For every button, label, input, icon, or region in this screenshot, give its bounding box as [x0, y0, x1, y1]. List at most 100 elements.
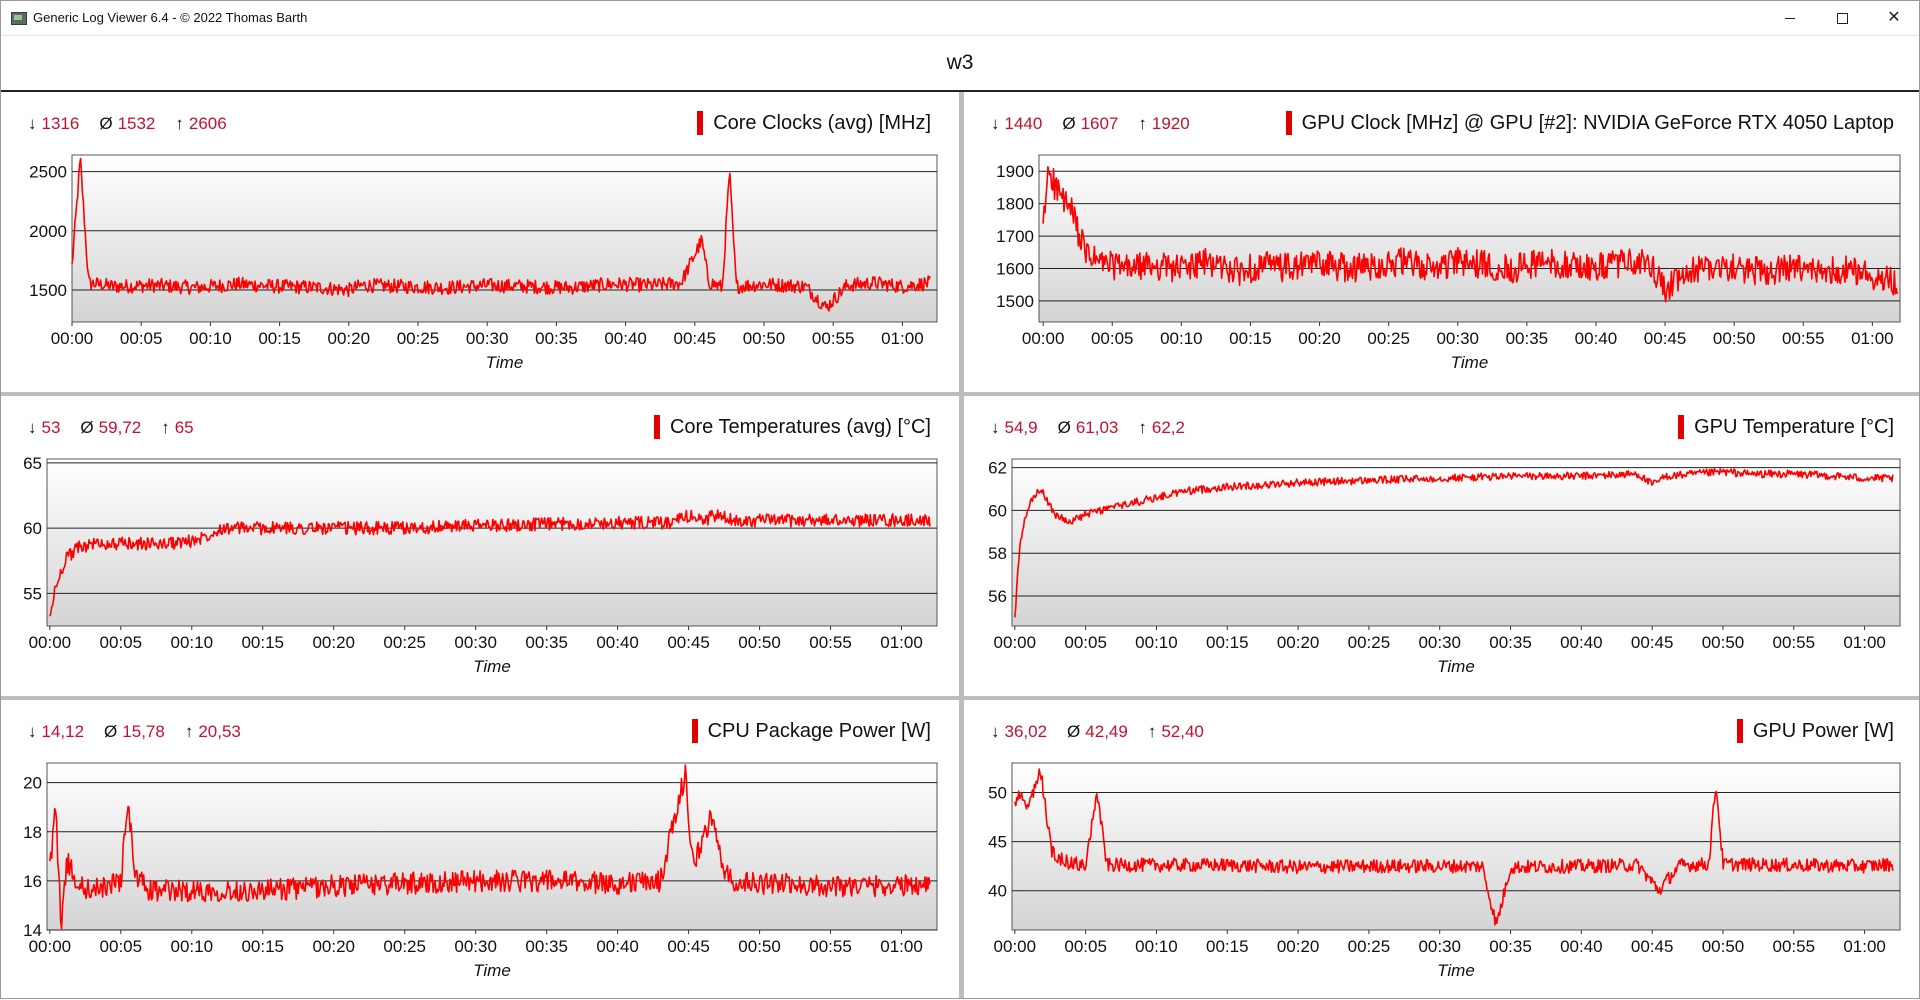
chart-panel: 55 60 65 00:00 00:05 00:10 00:15 00:20 00:25 00:3… — [1, 396, 959, 696]
x-tick-label: 00:25 — [1348, 937, 1391, 956]
chart-title: GPU Clock [MHz] @ GPU [#2]: NVIDIA GeFor… — [1285, 111, 1894, 135]
x-tick-label: 00:50 — [1702, 633, 1745, 652]
y-tick-label: 56 — [988, 587, 1007, 606]
x-tick-label: 00:40 — [1560, 633, 1603, 652]
avg-value: 1607 — [1080, 114, 1119, 133]
stat-min: ↓ 1440 — [991, 114, 1042, 133]
chart-svg: 1500 1600 1700 1800 1900 00:00 00:05 00:10 00:15… — [996, 154, 1901, 372]
max-arrow-icon: ↑ — [161, 418, 170, 437]
panel-divider-horizontal — [1, 696, 1919, 700]
x-tick-label: 00:00 — [29, 937, 72, 956]
x-tick-label: 00:45 — [1631, 633, 1674, 652]
stat-max: ↑ 20,53 — [185, 722, 241, 741]
x-tick-label: 00:20 — [312, 937, 355, 956]
x-tick-label: 00:45 — [667, 937, 710, 956]
stat-avg: Ø 15,78 — [104, 722, 165, 741]
x-tick-label: 00:20 — [1298, 329, 1341, 348]
x-tick-label: 00:55 — [1773, 937, 1816, 956]
chart-svg: 14 16 18 20 00:00 00:05 00:10 00:15 00:20 00:25 00… — [23, 762, 938, 980]
y-tick-label: 1500 — [29, 281, 67, 300]
max-value: 62,2 — [1151, 418, 1185, 437]
max-arrow-icon: ↑ — [1147, 722, 1157, 741]
x-tick-label: 00:10 — [171, 633, 214, 652]
y-tick-label: 1600 — [996, 259, 1034, 278]
x-tick-label: 00:55 — [1773, 633, 1816, 652]
plot-area — [1038, 154, 1901, 323]
x-tick-label: 00:00 — [29, 633, 72, 652]
y-tick-label: 60 — [23, 519, 42, 538]
x-tick-label: 00:50 — [1713, 329, 1756, 348]
stat-max: ↑ 1920 — [1138, 114, 1189, 133]
stat-max: ↑ 2606 — [175, 114, 226, 133]
y-tick-label: 50 — [988, 783, 1007, 802]
x-axis-title: Time — [1451, 353, 1489, 372]
chart-title: GPU Temperature [°C] — [1678, 415, 1894, 439]
chart-svg: 1500 2000 2500 00:00 00:05 00:10 00:15 00:20 00:… — [29, 154, 938, 372]
x-tick-label: 00:45 — [1644, 329, 1687, 348]
x-tick-label: 00:10 — [1135, 633, 1178, 652]
x-tick-label: 01:00 — [880, 633, 923, 652]
stat-max: ↑ 52,40 — [1148, 722, 1204, 741]
y-tick-label: 14 — [23, 921, 42, 940]
y-tick-label: 1800 — [996, 195, 1034, 214]
series-line — [71, 157, 931, 312]
y-tick-label: 2500 — [29, 163, 67, 182]
x-tick-label: 00:55 — [809, 937, 852, 956]
min-value: 53 — [41, 418, 61, 437]
x-tick-label: 00:15 — [1206, 633, 1249, 652]
x-tick-label: 00:10 — [189, 329, 232, 348]
stat-avg: Ø 61,03 — [1058, 418, 1119, 437]
stat-min: ↓ 54,9 — [991, 418, 1038, 437]
y-tick-label: 1900 — [996, 162, 1034, 181]
x-tick-label: 00:30 — [1418, 937, 1461, 956]
chart-title: Core Temperatures (avg) [°C] — [653, 415, 931, 439]
y-tick-label: 2000 — [29, 222, 67, 241]
x-tick-label: 00:30 — [454, 937, 497, 956]
max-arrow-icon: ↑ — [184, 722, 194, 741]
x-tick-label: 01:00 — [881, 329, 924, 348]
x-tick-label: 00:40 — [604, 329, 647, 348]
min-arrow-icon: ↓ — [28, 722, 37, 741]
min-arrow-icon: ↓ — [991, 722, 1000, 741]
stat-min: ↓ 36,02 — [991, 722, 1047, 741]
y-tick-label: 20 — [23, 774, 42, 793]
close-icon[interactable]: ✕ — [1887, 9, 1901, 26]
title-bar[interactable]: Generic Log Viewer 6.4 - © 2022 Thomas B… — [1, 1, 1919, 36]
y-tick-label: 18 — [23, 823, 42, 842]
avg-arrow-icon: Ø — [104, 722, 118, 741]
y-tick-label: 40 — [988, 882, 1007, 901]
app-icon — [11, 12, 27, 25]
stat-max: ↑ 65 — [161, 418, 193, 437]
x-tick-label: 00:35 — [1506, 329, 1549, 348]
x-tick-label: 00:20 — [1277, 633, 1320, 652]
max-arrow-icon: ↑ — [1138, 114, 1147, 133]
y-tick-label: 1700 — [996, 227, 1034, 246]
y-tick-label: 55 — [23, 584, 42, 603]
chart-panel: 14 16 18 20 00:00 00:05 00:10 00:15 00:20 00:25 00… — [1, 700, 959, 1000]
min-value: 1316 — [41, 114, 80, 133]
stat-min: ↓ 53 — [28, 418, 60, 437]
chart-panel: 1500 1600 1700 1800 1900 00:00 00:05 00:10 00:15… — [964, 92, 1920, 392]
x-tick-label: 00:05 — [1064, 633, 1107, 652]
max-arrow-icon: ↑ — [1138, 418, 1147, 437]
x-tick-label: 00:00 — [1022, 329, 1065, 348]
y-tick-label: 16 — [23, 872, 42, 891]
avg-arrow-icon: Ø — [1067, 722, 1081, 741]
x-tick-label: 00:45 — [667, 633, 710, 652]
chart-stats: ↓ 14,12 Ø 15,78 ↑ 20,53 — [28, 722, 261, 742]
minimize-icon[interactable] — [1764, 1, 1816, 35]
max-value: 65 — [174, 418, 194, 437]
x-tick-label: 00:30 — [1418, 633, 1461, 652]
maximize-icon[interactable] — [1816, 1, 1868, 35]
y-tick-label: 1500 — [996, 292, 1034, 311]
x-tick-label: 00:15 — [1206, 937, 1249, 956]
panel-divider-horizontal — [1, 392, 1919, 396]
stat-avg: Ø 59,72 — [80, 418, 141, 437]
x-tick-label: 00:25 — [383, 937, 426, 956]
y-tick-label: 62 — [988, 459, 1007, 478]
chart-svg: 56 58 60 62 00:00 00:05 00:10 00:15 00:20 00:25 00… — [988, 458, 1901, 676]
window-title: Generic Log Viewer 6.4 - © 2022 Thomas B… — [33, 10, 308, 25]
x-tick-label: 00:00 — [994, 937, 1037, 956]
x-tick-label: 00:35 — [1489, 633, 1532, 652]
x-tick-label: 00:40 — [596, 937, 639, 956]
